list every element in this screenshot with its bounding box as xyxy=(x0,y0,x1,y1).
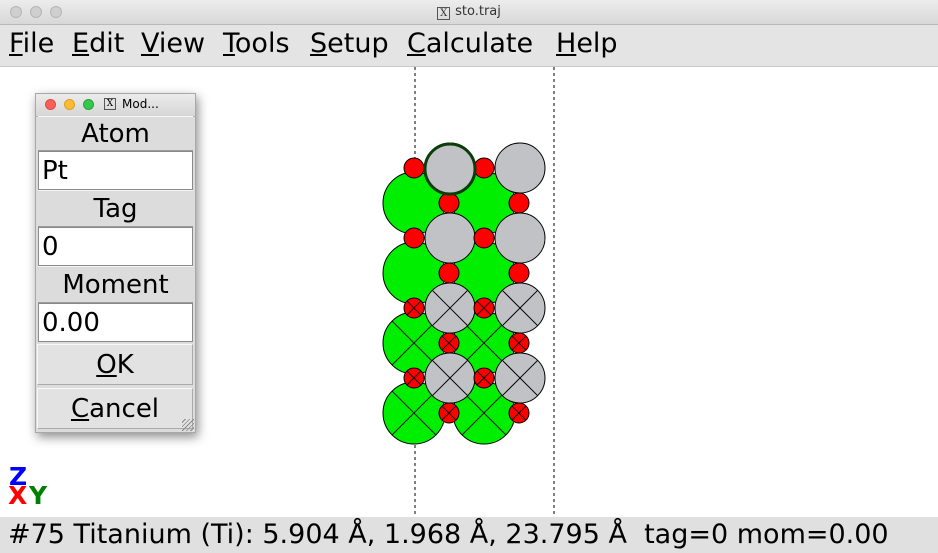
modify-atom-dialog: X Mod... Atom Tag Moment OK Cancel xyxy=(35,93,196,433)
menu-file[interactable]: File xyxy=(9,28,55,59)
atom-group[interactable] xyxy=(382,142,546,445)
platinum-atom[interactable] xyxy=(424,212,476,264)
menu-tools[interactable]: Tools xyxy=(223,28,290,59)
constraint-mark xyxy=(431,359,469,397)
menu-view[interactable]: View xyxy=(141,28,206,59)
menu-calculate[interactable]: Calculate xyxy=(407,28,534,59)
constraint-mark xyxy=(391,320,437,366)
cancel-button[interactable]: Cancel xyxy=(37,388,193,429)
oxygen-atom[interactable] xyxy=(473,227,495,249)
menubar: File Edit View Tools Setup Calculate Hel… xyxy=(0,25,938,67)
constraint-mark xyxy=(441,405,457,421)
zoom-window-button[interactable] xyxy=(50,6,62,18)
dialog-titlebar: X Mod... xyxy=(36,94,195,117)
dialog-close-button[interactable] xyxy=(45,99,56,110)
menu-help[interactable]: Help xyxy=(556,28,618,59)
constraint-mark xyxy=(431,289,469,327)
constraint-mark xyxy=(461,320,507,366)
minimize-window-button[interactable] xyxy=(30,6,42,18)
constraint-mark xyxy=(406,370,422,386)
atom-label: Atom xyxy=(38,116,193,151)
close-window-button[interactable] xyxy=(10,6,22,18)
constraint-mark xyxy=(511,335,527,351)
oxygen-atom[interactable] xyxy=(438,262,460,284)
platinum-atom[interactable] xyxy=(494,142,546,194)
tag-field[interactable] xyxy=(38,227,193,266)
oxygen-atom[interactable] xyxy=(508,262,530,284)
menu-setup[interactable]: Setup xyxy=(310,28,389,59)
dialog-title: Mod... xyxy=(122,97,159,111)
constraint-mark xyxy=(476,300,492,316)
constraint-mark xyxy=(511,405,527,421)
x11-icon: X xyxy=(437,7,451,20)
axis-y-label: Y xyxy=(29,481,48,510)
tag-label: Tag xyxy=(38,190,193,227)
constraint-mark xyxy=(441,335,457,351)
menu-edit[interactable]: Edit xyxy=(72,28,125,59)
constraint-mark xyxy=(501,289,539,327)
moment-field[interactable] xyxy=(38,303,193,342)
oxygen-atom[interactable] xyxy=(438,192,460,214)
oxygen-atom[interactable] xyxy=(403,227,425,249)
oxygen-atom[interactable] xyxy=(473,157,495,179)
axis-z-label: Z xyxy=(9,462,28,491)
constraint-mark xyxy=(476,370,492,386)
constraint-mark xyxy=(391,390,437,436)
atom-field[interactable] xyxy=(38,151,193,190)
axis-indicator: Z X Y xyxy=(7,462,57,512)
structure-canvas[interactable] xyxy=(0,67,938,517)
resize-grip-icon[interactable] xyxy=(182,419,194,431)
dialog-minimize-button[interactable] xyxy=(64,99,75,110)
platinum-atom[interactable] xyxy=(494,212,546,264)
x11-icon: X xyxy=(104,98,116,110)
constraint-mark xyxy=(461,390,507,436)
constraint-mark xyxy=(406,300,422,316)
dialog-zoom-button[interactable] xyxy=(83,99,94,110)
oxygen-atom[interactable] xyxy=(403,157,425,179)
moment-label: Moment xyxy=(38,266,193,303)
ok-button[interactable]: OK xyxy=(37,344,193,385)
status-bar: #75 Titanium (Ti): 5.904 Å, 1.968 Å, 23.… xyxy=(0,517,938,553)
selected-platinum-atom[interactable] xyxy=(423,142,477,196)
constraint-mark xyxy=(501,359,539,397)
oxygen-atom[interactable] xyxy=(508,192,530,214)
axis-x-label: X xyxy=(8,481,28,510)
